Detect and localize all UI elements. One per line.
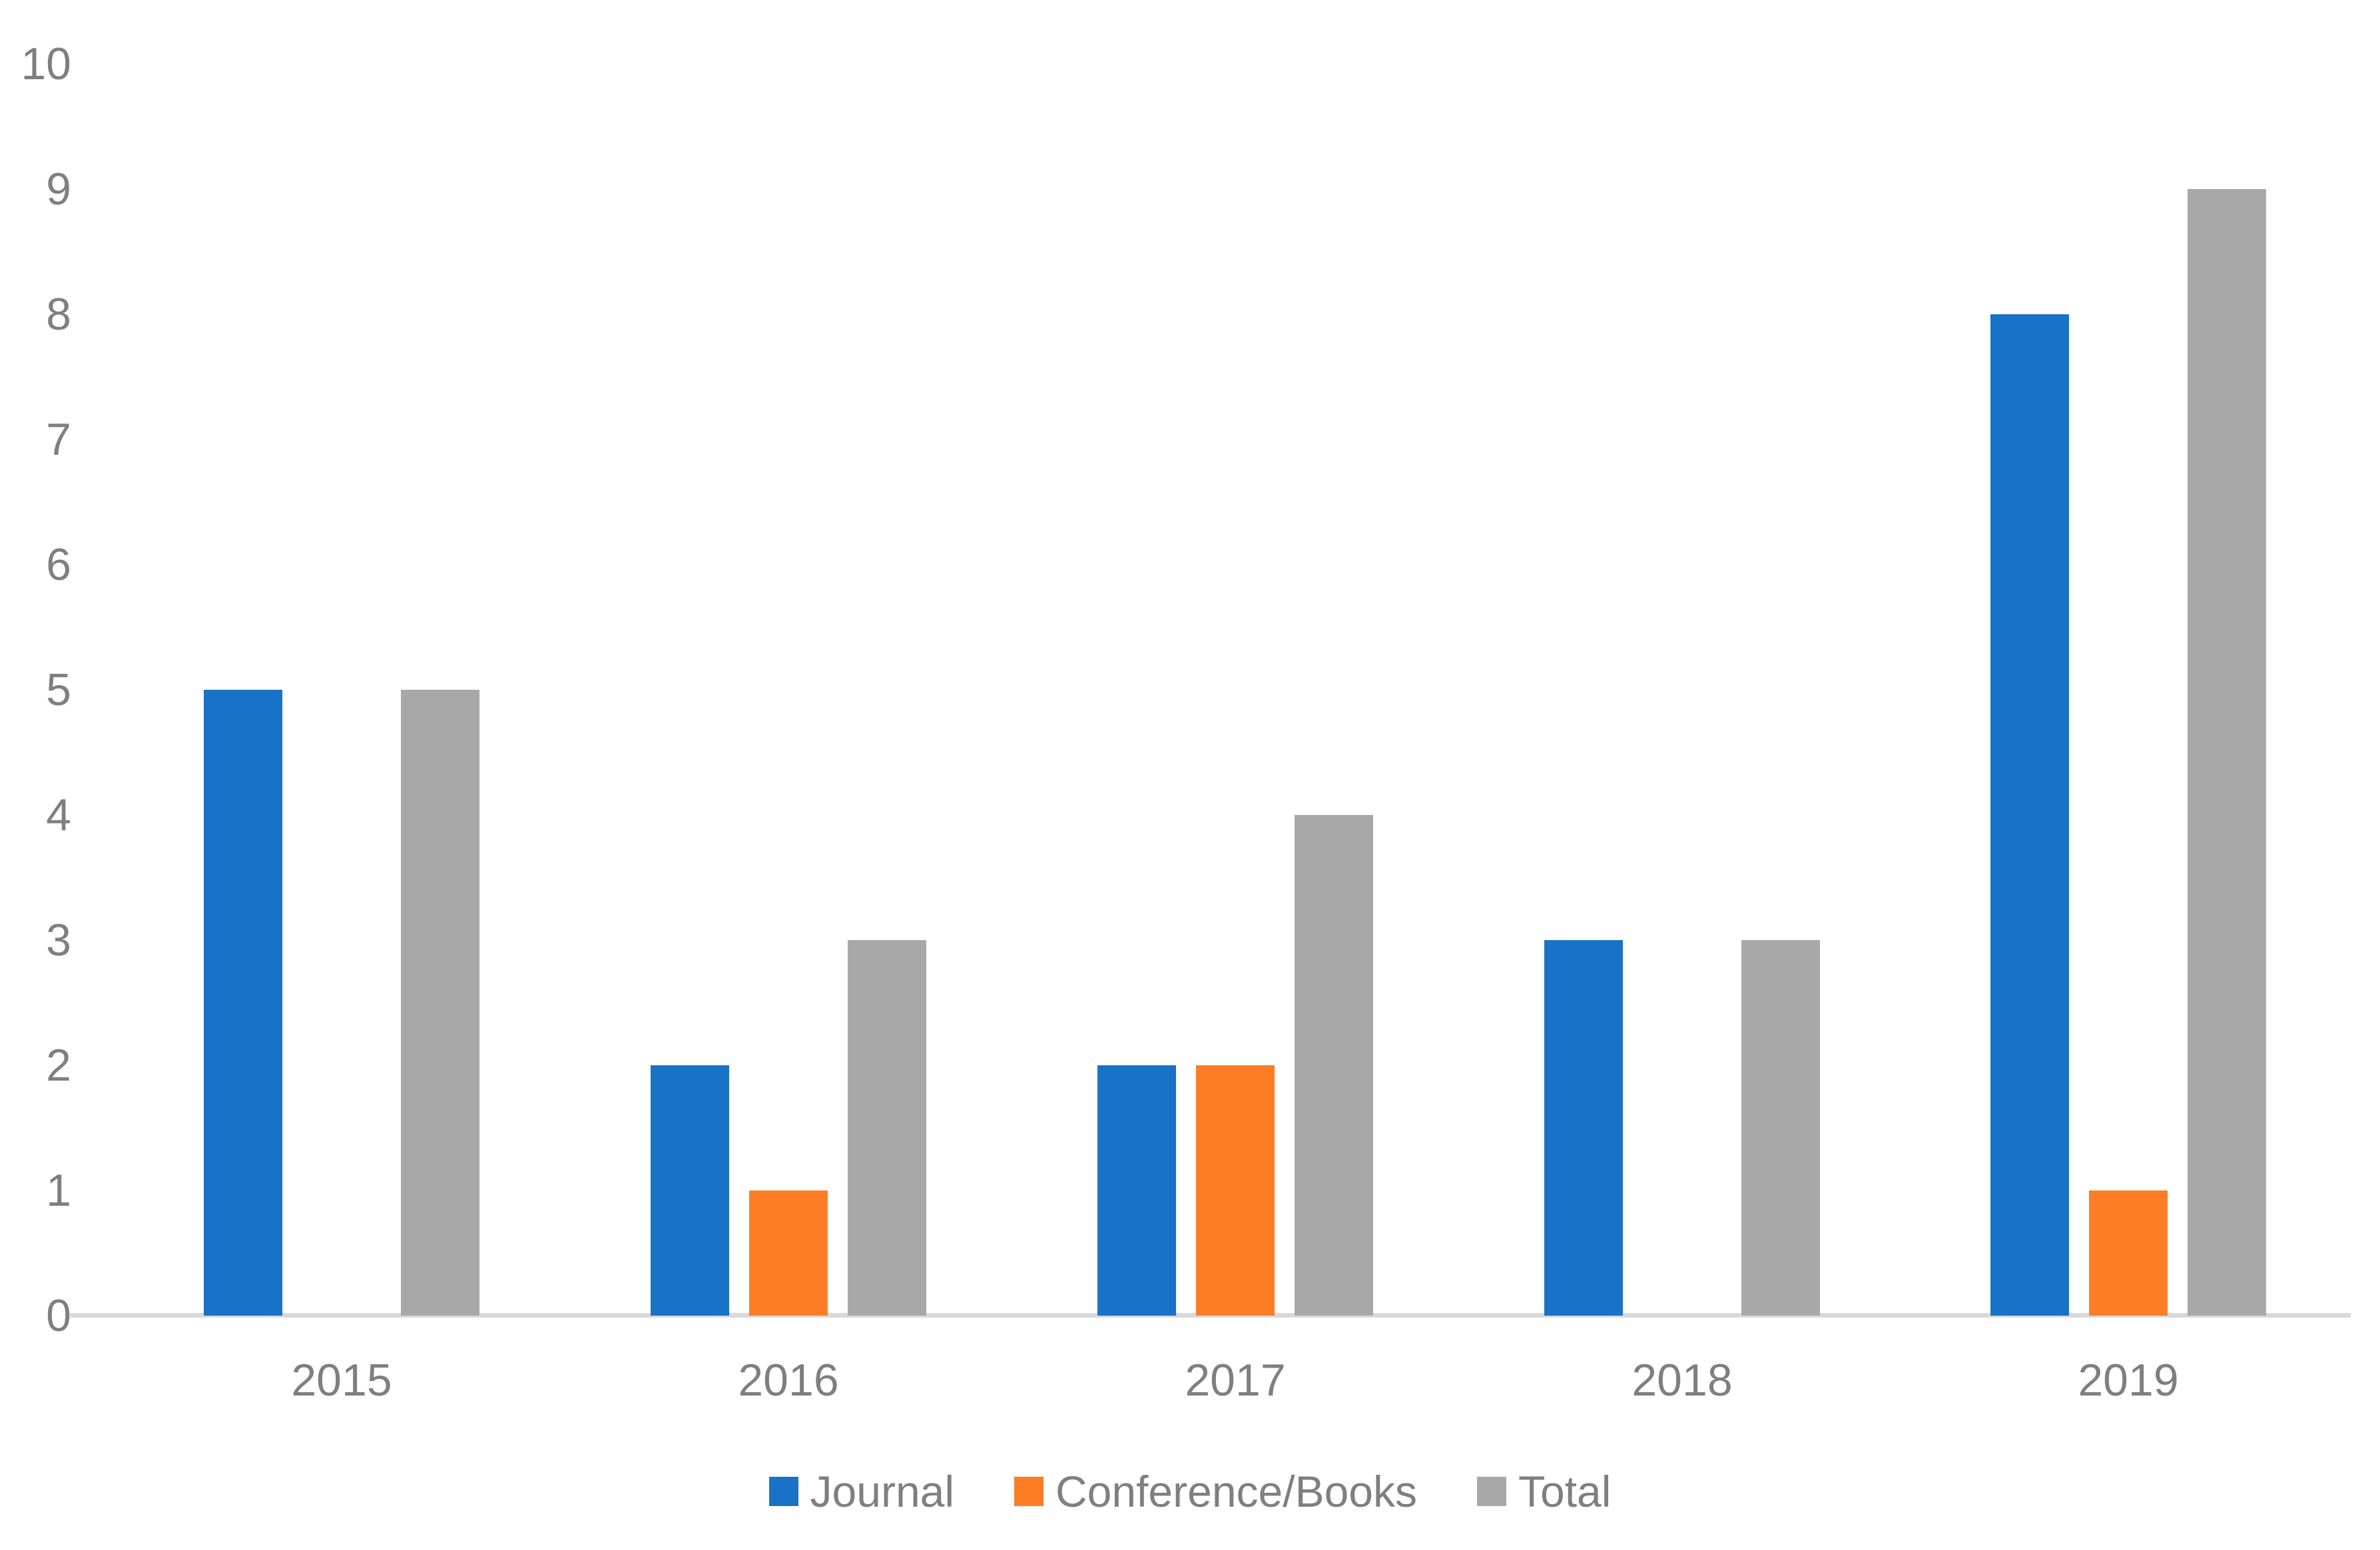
y-tick-label-2: 2 — [46, 1040, 71, 1091]
legend-swatch-conference-books-icon — [1014, 1477, 1044, 1506]
y-tick-label-9: 9 — [46, 164, 71, 214]
legend-label-total: Total — [1518, 1467, 1612, 1516]
bar-total-2015 — [401, 690, 479, 1316]
bar-group-2015 — [204, 64, 479, 1316]
bar-journal-2015 — [204, 690, 282, 1316]
x-label-2015: 2015 — [291, 1355, 392, 1406]
bar-total-2018 — [1741, 940, 1820, 1316]
x-label-2017: 2017 — [1185, 1355, 1286, 1406]
legend-label-journal: Journal — [810, 1467, 955, 1516]
x-label-2016: 2016 — [738, 1355, 839, 1406]
bar-conference-books-2016 — [749, 1190, 828, 1316]
bar-group-2019 — [1990, 64, 2266, 1316]
bar-group-2017 — [1097, 64, 1373, 1316]
bar-journal-2019 — [1990, 314, 2069, 1316]
y-tick-label-7: 7 — [46, 414, 71, 465]
bar-journal-2018 — [1544, 940, 1623, 1316]
bar-conference-books-2019 — [2089, 1190, 2168, 1316]
legend-item-conference-books: Conference/Books — [1014, 1469, 1417, 1513]
bar-group-2016 — [651, 64, 926, 1316]
bar-conference-books-2017 — [1196, 1065, 1275, 1316]
bar-journal-2016 — [651, 1065, 729, 1316]
y-tick-label-3: 3 — [46, 915, 71, 965]
legend: Journal Conference/Books Total — [0, 1469, 2380, 1513]
legend-label-conference-books: Conference/Books — [1055, 1467, 1418, 1516]
y-tick-label-5: 5 — [46, 664, 71, 715]
bar-group-2018 — [1544, 64, 1820, 1316]
legend-item-journal: Journal — [768, 1467, 955, 1516]
bar-total-2017 — [1295, 815, 1373, 1316]
bar-total-2016 — [848, 940, 926, 1316]
bar-journal-2017 — [1097, 1065, 1176, 1316]
bar-total-2019 — [2188, 189, 2266, 1316]
legend-item-total: Total — [1477, 1469, 1611, 1513]
x-label-2018: 2018 — [1632, 1355, 1733, 1406]
legend-swatch-journal-icon — [768, 1477, 798, 1506]
y-tick-label-1: 1 — [46, 1165, 71, 1216]
x-label-2019: 2019 — [2078, 1355, 2179, 1406]
y-tick-label-6: 6 — [46, 539, 71, 590]
y-tick-label-10: 10 — [21, 39, 71, 89]
legend-swatch-total-icon — [1477, 1477, 1507, 1506]
y-tick-label-0: 0 — [46, 1290, 71, 1341]
y-tick-label-8: 8 — [46, 289, 71, 340]
y-tick-label-4: 4 — [46, 790, 71, 840]
